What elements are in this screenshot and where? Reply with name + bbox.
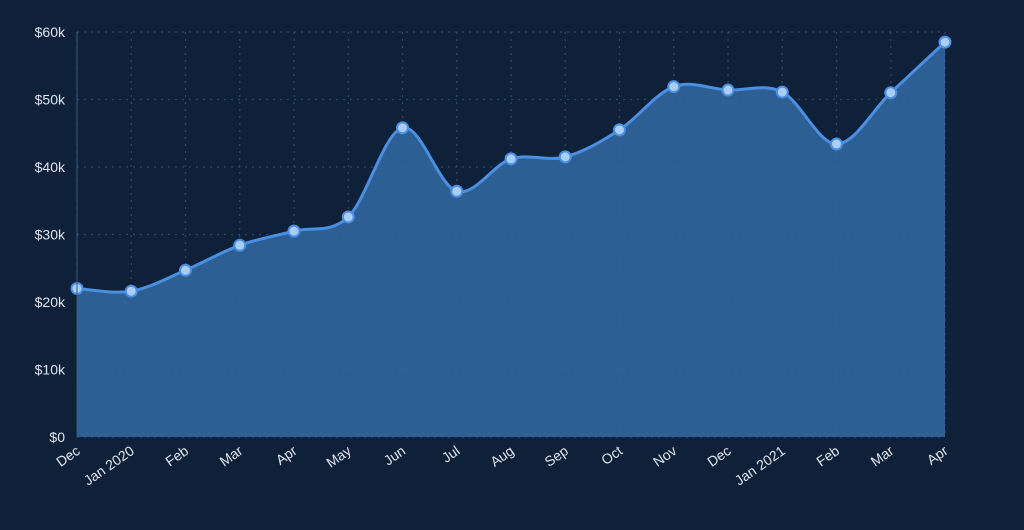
marker — [613, 123, 626, 137]
y-tick-label: $30k — [35, 227, 66, 243]
y-tick-label: $60k — [35, 24, 66, 40]
marker — [287, 224, 301, 238]
y-tick-label: $0 — [49, 429, 65, 445]
x-tick-label: Nov — [650, 442, 680, 469]
marker — [124, 284, 138, 298]
x-tick-label: Dec — [53, 442, 83, 469]
x-tick-label: Mar — [217, 442, 246, 469]
marker — [667, 80, 681, 94]
y-tick-label: $20k — [35, 294, 66, 310]
y-tick-label: $50k — [35, 92, 66, 108]
x-tick-label: Apr — [924, 442, 951, 468]
marker — [233, 238, 247, 252]
marker — [775, 85, 789, 99]
marker — [396, 121, 409, 135]
x-tick-label: Jan 2020 — [81, 442, 138, 488]
marker — [830, 137, 843, 151]
marker — [558, 150, 572, 164]
marker — [504, 152, 518, 166]
x-tick-label: Feb — [813, 442, 842, 469]
x-tick-label: Apr — [273, 442, 300, 468]
area — [77, 42, 945, 437]
x-tick-label: Oct — [598, 442, 625, 468]
x-tick-label: Dec — [704, 442, 734, 469]
marker — [450, 184, 464, 198]
x-tick-label: Sep — [541, 442, 571, 470]
marker — [721, 83, 735, 97]
x-tick-label: Aug — [487, 442, 517, 469]
marker — [179, 263, 192, 277]
x-tick-label: Mar — [868, 442, 897, 469]
y-tick-label: $40k — [35, 159, 66, 175]
x-tick-label: Jan 2021 — [732, 442, 789, 488]
x-tick-label: May — [323, 442, 354, 470]
x-tick-label: Jul — [439, 442, 463, 465]
marker — [938, 35, 952, 49]
marker — [884, 86, 898, 100]
x-tick-label: Jun — [381, 442, 409, 468]
y-tick-label: $10k — [35, 362, 66, 378]
x-tick-label: Feb — [162, 442, 191, 469]
marker — [341, 210, 355, 224]
